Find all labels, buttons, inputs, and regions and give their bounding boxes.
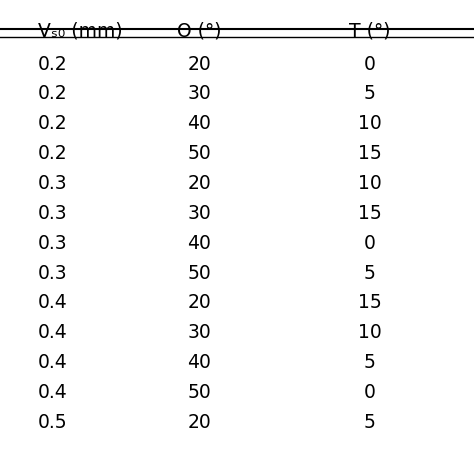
Text: 0.2: 0.2 [38, 55, 68, 73]
Text: 0.2: 0.2 [38, 144, 68, 163]
Text: Θ (°): Θ (°) [177, 21, 221, 40]
Text: 10: 10 [358, 114, 382, 133]
Text: 0.4: 0.4 [38, 353, 68, 372]
Text: 50: 50 [187, 264, 211, 283]
Text: 15: 15 [358, 293, 382, 312]
Text: Vₛ₀ (mm): Vₛ₀ (mm) [38, 21, 123, 40]
Text: 0.4: 0.4 [38, 383, 68, 402]
Text: 15: 15 [358, 144, 382, 163]
Text: 20: 20 [187, 413, 211, 432]
Text: 0.2: 0.2 [38, 114, 68, 133]
Text: 20: 20 [187, 55, 211, 73]
Text: 5: 5 [364, 84, 376, 103]
Text: 0: 0 [364, 234, 376, 253]
Text: 0.3: 0.3 [38, 204, 68, 223]
Text: T (°): T (°) [349, 21, 391, 40]
Text: 0.3: 0.3 [38, 264, 68, 283]
Text: 40: 40 [187, 234, 211, 253]
Text: 20: 20 [187, 174, 211, 193]
Text: 5: 5 [364, 353, 376, 372]
Text: 40: 40 [187, 353, 211, 372]
Text: 10: 10 [358, 323, 382, 342]
Text: 50: 50 [187, 383, 211, 402]
Text: 15: 15 [358, 204, 382, 223]
Text: 0.4: 0.4 [38, 293, 68, 312]
Text: 5: 5 [364, 264, 376, 283]
Text: 10: 10 [358, 174, 382, 193]
Text: 0.2: 0.2 [38, 84, 68, 103]
Text: 50: 50 [187, 144, 211, 163]
Text: 30: 30 [187, 323, 211, 342]
Text: 40: 40 [187, 114, 211, 133]
Text: 0: 0 [364, 55, 376, 73]
Text: 0: 0 [364, 383, 376, 402]
Text: 0.3: 0.3 [38, 234, 68, 253]
Text: 30: 30 [187, 204, 211, 223]
Text: 20: 20 [187, 293, 211, 312]
Text: 30: 30 [187, 84, 211, 103]
Text: 0.3: 0.3 [38, 174, 68, 193]
Text: 0.4: 0.4 [38, 323, 68, 342]
Text: 5: 5 [364, 413, 376, 432]
Text: 0.5: 0.5 [38, 413, 68, 432]
